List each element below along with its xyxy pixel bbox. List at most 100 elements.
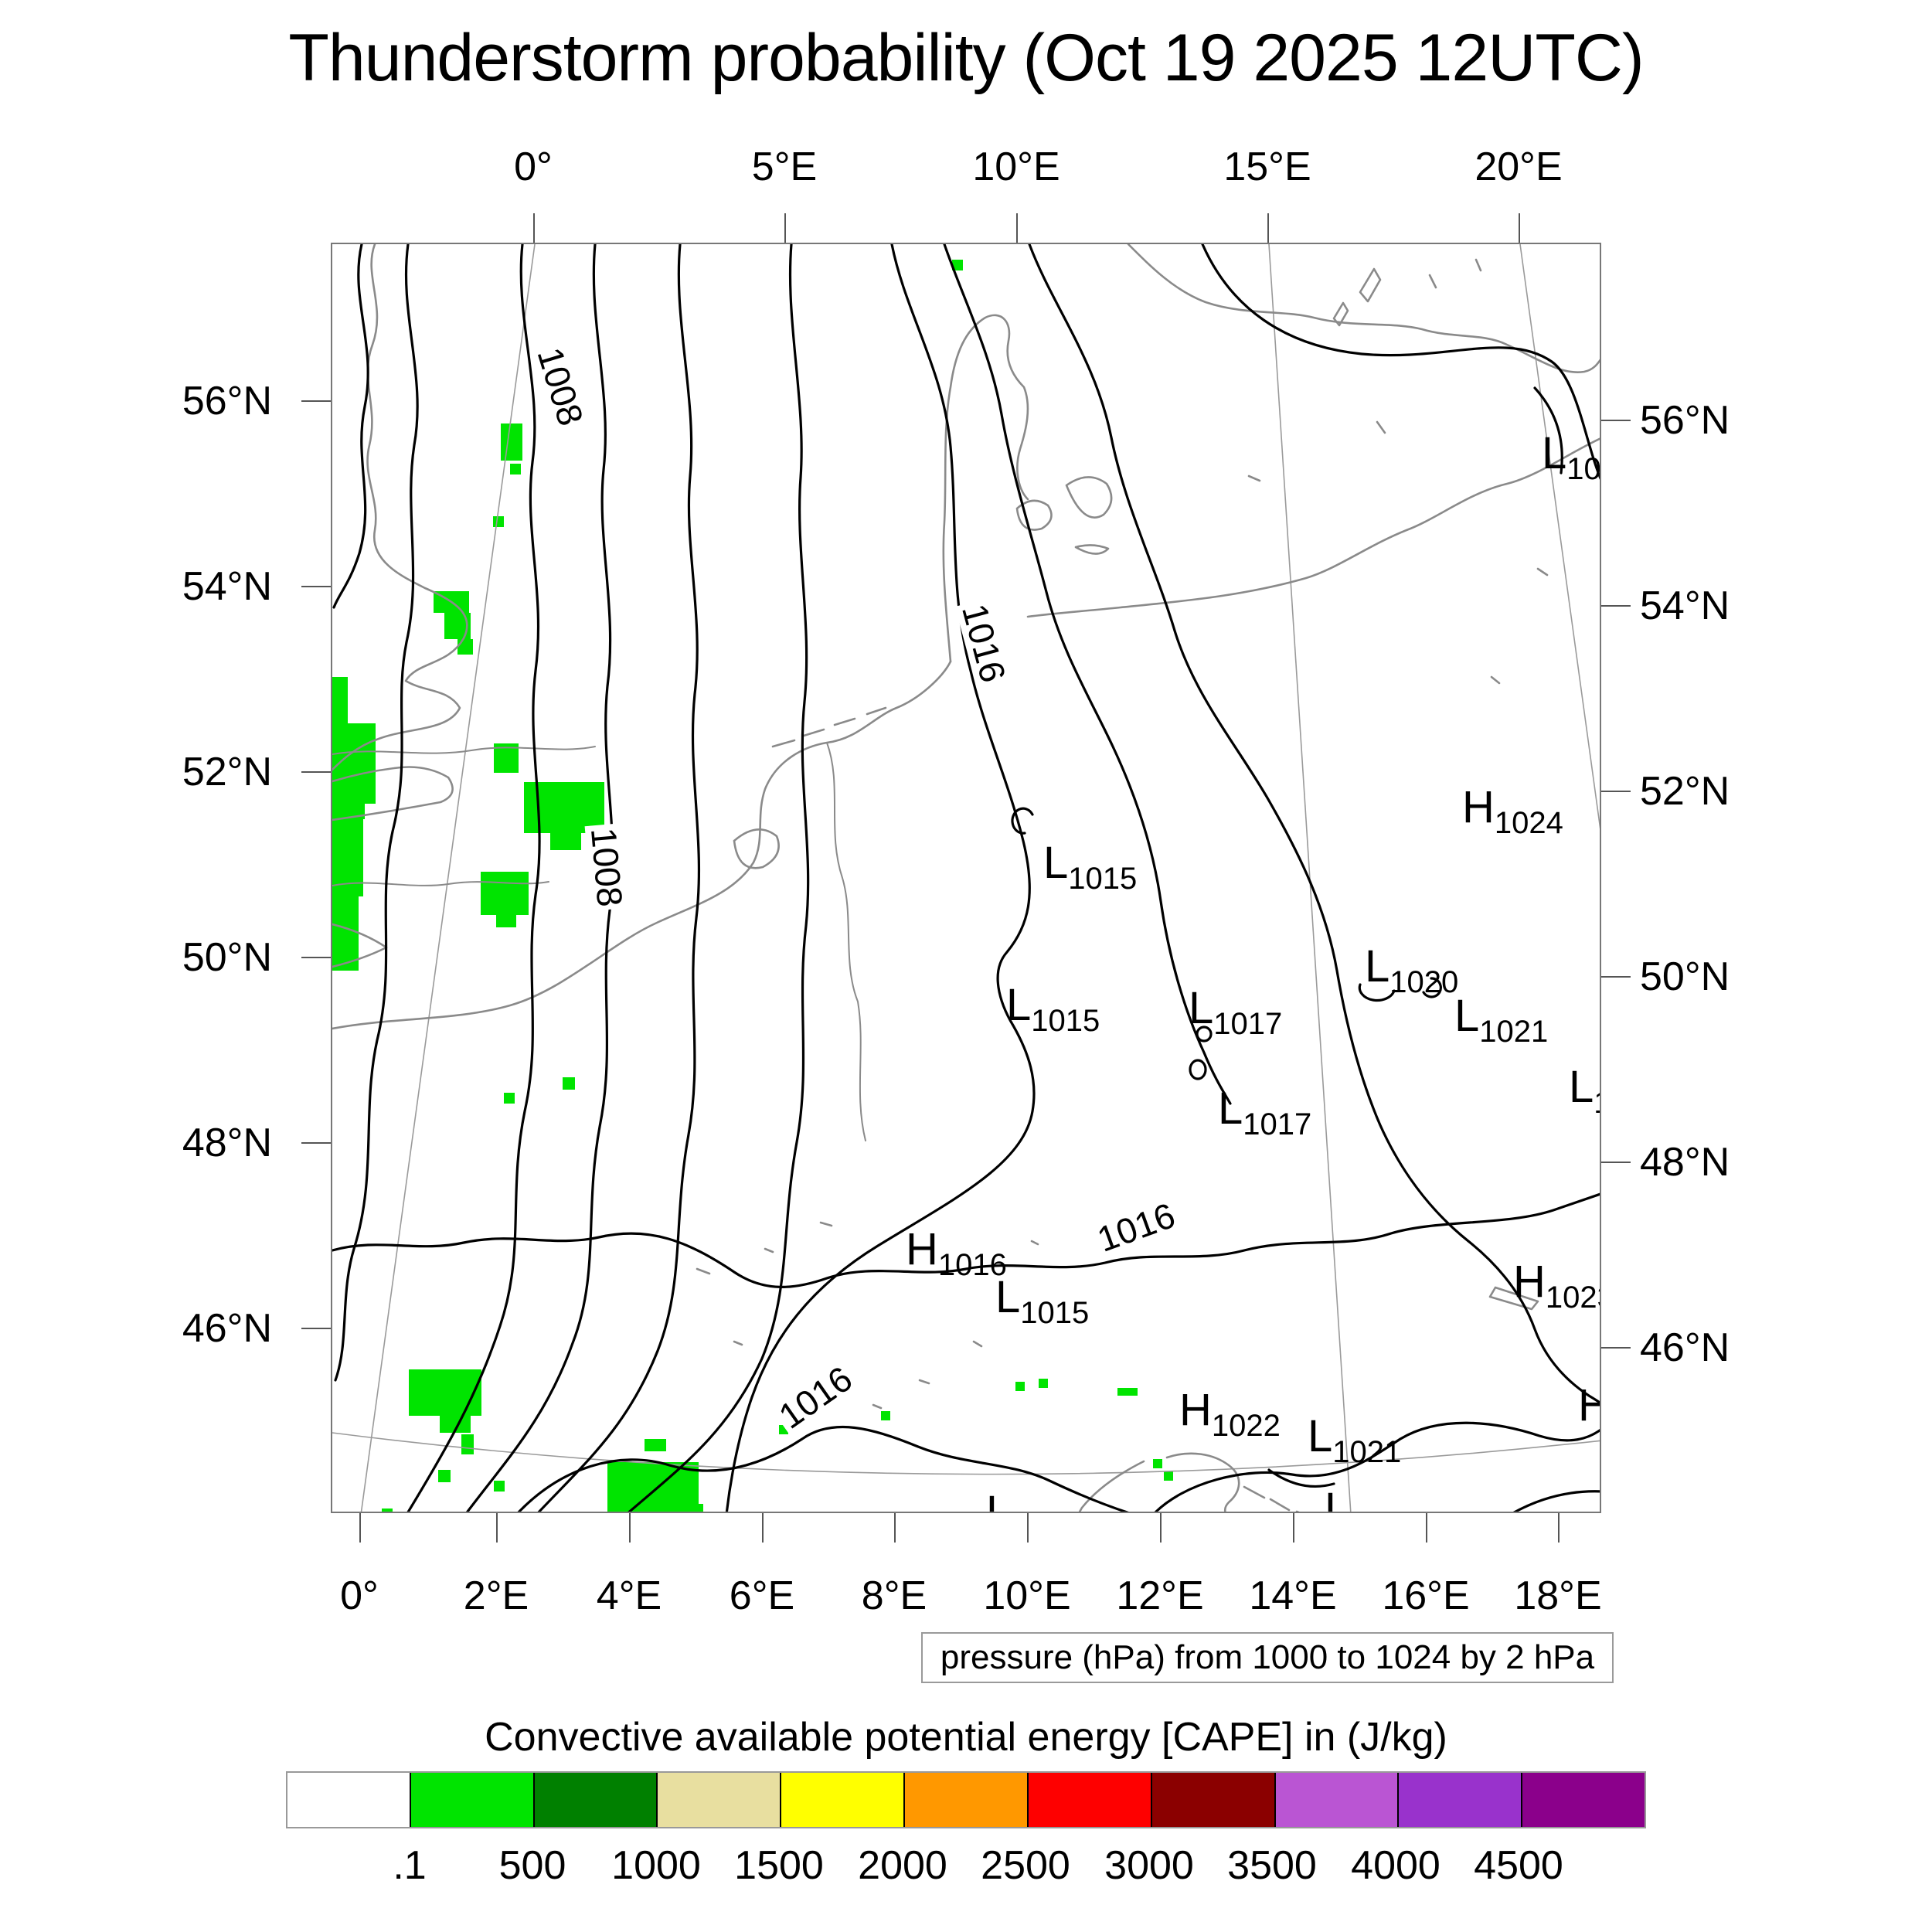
pressure-center-value: 1021 [1011,1511,1080,1512]
cape-patch [1164,1471,1173,1481]
page-title: Thunderstorm probability (Oct 19 2025 12… [288,21,1644,95]
pressure-caption-box: pressure (hPa) from 1000 to 1024 by 2 hP… [921,1632,1614,1683]
cape-patch [501,423,522,461]
left-axis-label: 52°N [182,750,272,794]
pressure-center-letter: L [1569,1062,1594,1112]
cape-patch [504,1093,515,1104]
cape-patch [607,1462,699,1512]
left-axis-tick [301,1328,331,1329]
cape-patch [952,260,963,270]
pressure-center: L1015 [1043,838,1138,896]
colorbar-tick-label: 1500 [734,1843,824,1888]
pressure-center: L1017 [1218,1087,1311,1141]
left-axis-tick [301,400,331,402]
right-axis-tick [1601,605,1631,607]
pressure-center-letter: H [906,1224,938,1274]
pressure-center-value: 1022 [1211,1409,1281,1443]
colorbar-tick-label: .1 [393,1843,427,1888]
legend-title: Convective available potential energy [C… [485,1715,1447,1760]
cape-patch [438,1470,451,1482]
pressure-center: L1017 [1189,986,1283,1041]
pressure-caption-text: pressure (hPa) from 1000 to 1024 by 2 hP… [940,1638,1595,1676]
colorbar-cell [532,1773,657,1827]
pressure-center: L1015 [995,1272,1089,1329]
cape-patch [348,785,365,819]
left-axis-tick [301,586,331,587]
top-axis-label: 10°E [972,145,1060,189]
bottom-axis-label: 12°E [1116,1573,1204,1618]
cape-patch [510,464,521,474]
bottom-axis-tick [1293,1513,1294,1543]
pressure-center: L1021 [1308,1414,1401,1468]
left-axis-tick [301,1142,331,1144]
cape-patch [1039,1379,1048,1388]
colorbar-cell [1397,1773,1522,1827]
pressure-center: H1023 [1513,1257,1600,1314]
cape-patch [1015,1382,1025,1391]
pressure-center: L1015 [1006,980,1100,1038]
pressure-center-letter: L [1308,1411,1333,1461]
pressure-center-letter: L [995,1272,1021,1322]
cape-patch [657,1504,703,1512]
bottom-axis-label: 18°E [1514,1573,1602,1618]
pressure-center: L1021 [1325,1484,1418,1513]
colorbar-cell [1026,1773,1151,1827]
pressure-center-letter: L [1218,1083,1243,1134]
left-axis-label: 50°N [182,935,272,980]
bottom-axis-label: 4°E [596,1573,662,1618]
left-axis-label: 48°N [182,1121,272,1165]
colorbar-cell [656,1773,781,1827]
colorbar-tick-label: 3500 [1227,1843,1317,1888]
top-axis-label: 20°E [1475,145,1563,189]
colorbar-tick-label: 2500 [981,1843,1070,1888]
cape-shading-layer [332,260,1173,1512]
bottom-axis-label: 6°E [729,1573,795,1618]
colorbar-tick-label: 500 [498,1843,566,1888]
left-axis-tick [301,771,331,773]
pressure-center: H [1578,1383,1600,1437]
map-graphics [332,244,1600,1512]
pressure-center-letter: L [1006,980,1032,1030]
cape-patch [382,1509,393,1512]
cape-patch [493,516,504,527]
pressure-center-letter: H [1513,1257,1546,1307]
colorbar-tick-label: 4500 [1474,1843,1563,1888]
right-axis-label: 52°N [1640,769,1730,814]
cape-patch [1117,1388,1138,1396]
pressure-center-value: 1024 [1494,806,1563,840]
cape-patch [440,1416,471,1433]
pressure-center-letter: H [1179,1385,1212,1435]
cape-patch [1153,1459,1162,1468]
bottom-axis-tick [1558,1513,1560,1543]
pressure-center: L1021 [1454,994,1548,1048]
colorbar-tick-label: 2000 [858,1843,947,1888]
bottom-axis-tick [496,1513,498,1543]
pressure-center: H1024 [1462,782,1563,840]
isobar-value-label: 1008 [583,823,631,912]
colorbar-cell [903,1773,1027,1827]
pressure-center-value: 1015 [1031,1004,1100,1038]
pressure-center-value: 1021 [1349,1508,1418,1512]
cape-patch [457,639,473,655]
pressure-center: L10 [1569,1062,1600,1119]
colorbar-cell [1521,1773,1645,1827]
pressure-center-value: 1015 [1068,862,1138,896]
colorbar-tick-label: 3000 [1104,1843,1194,1888]
isobar-layer [332,244,1600,1512]
pressure-center-letter: L [1325,1484,1350,1513]
colorbar-cell [287,1773,410,1827]
bottom-axis-tick [629,1513,631,1543]
cape-patch [563,1077,575,1090]
right-axis-tick [1601,1162,1631,1163]
cape-patch [496,915,516,927]
pressure-center-letter: H [1462,782,1495,832]
bottom-axis-tick [894,1513,896,1543]
pressure-center: H1022 [1179,1385,1281,1443]
pressure-center-letter: L [1542,428,1567,478]
pressure-center-value: 1017 [1213,1007,1283,1041]
top-axis-label: 0° [514,145,553,189]
cape-patch [342,828,355,842]
pressure-center-value: 1020 [1389,965,1459,999]
pressure-center-letter: L [1043,838,1069,888]
